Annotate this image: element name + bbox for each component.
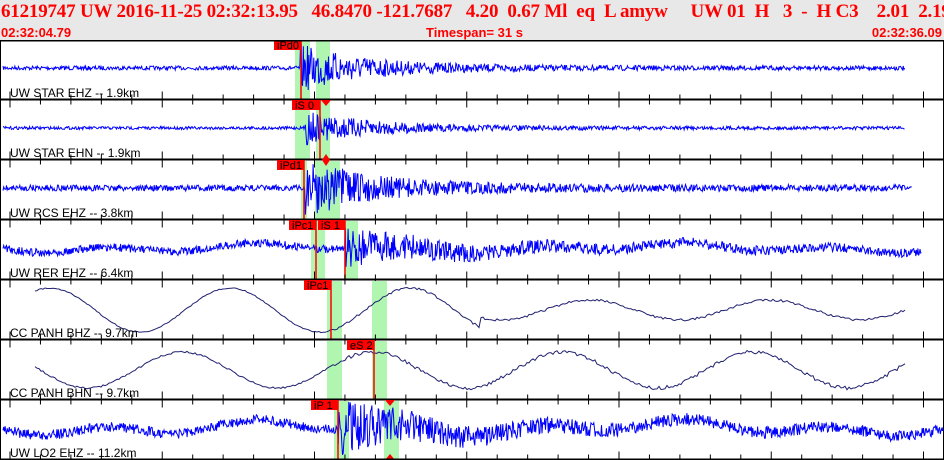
pick-label[interactable] (277, 160, 304, 170)
channel-label: UW RER EHZ -- 6.4km (10, 266, 133, 280)
channel-label: UW STAR EHN -- 1.9km (10, 146, 140, 160)
pick-label[interactable] (292, 100, 320, 110)
pick-window (316, 41, 330, 100)
pick-label[interactable] (289, 220, 316, 230)
pick-phase: eS 2 (350, 340, 373, 352)
event-header: 61219747 UW 2016-11-25 02:32:13.95 46.84… (0, 0, 944, 40)
pick-label[interactable] (311, 400, 338, 410)
timespan: Timespan= 31 s (426, 25, 523, 40)
seismogram-panels[interactable]: iPd0 UW STAR EHZ -- 1.9km iS 0 UW STAR EHN … (0, 40, 944, 460)
channel-panel[interactable]: iPc1 CC PANH BHZ -- 9.7km (0, 280, 944, 348)
pick-phase: iP 1 (314, 400, 333, 412)
pick-label[interactable] (318, 220, 345, 230)
pick-phase: iPc1 (307, 280, 328, 292)
pick-window (295, 101, 310, 160)
pick-phase: iPc1 (292, 220, 313, 232)
waveform-trace (2, 112, 905, 146)
waveform-trace (2, 227, 922, 267)
channel-panel[interactable]: iPc1 iS 1 UW RER EHZ -- 6.4km (0, 220, 944, 288)
amplitude-marker-icon (322, 154, 330, 166)
channel-panel[interactable]: iPd0 UW STAR EHZ -- 1.9km (0, 40, 944, 108)
start-time: 02:32:04.79 (1, 25, 72, 40)
event-summary: 61219747 UW 2016-11-25 02:32:13.95 46.84… (1, 1, 944, 22)
pick-window (311, 221, 325, 280)
pick-phase: iS 0 (295, 100, 314, 112)
pick-label[interactable] (347, 340, 374, 350)
amplitude-marker-icon (321, 100, 331, 106)
pick-label[interactable] (304, 280, 331, 290)
channel-panel[interactable]: iS 0 UW STAR EHN -- 1.9km (0, 100, 944, 168)
channel-label: UW RCS EHZ -- 3.8km (10, 206, 133, 220)
waveform-trace (2, 43, 906, 91)
pick-window (327, 341, 342, 400)
channel-panel[interactable]: iP 1 UW LO2 EHZ -- 11.2km (0, 400, 944, 460)
pick-phase: iS 1 (321, 220, 340, 232)
channel-panel[interactable]: eS 2 CC PANH BHN -- 9.7km (0, 340, 944, 408)
channel-label: CC PANH BHZ -- 9.7km (10, 326, 138, 340)
waveform-trace (34, 286, 906, 334)
waveform-trace (34, 349, 906, 391)
pick-phase: iPd0 (277, 40, 299, 52)
pick-label[interactable] (274, 40, 301, 50)
pick-window (372, 341, 387, 400)
pick-phase: iPd1 (280, 160, 302, 172)
waveform-trace (2, 401, 944, 455)
end-time: 02:32:36.09 (871, 25, 942, 40)
pick-window (372, 281, 387, 340)
amplitude-marker-icon (385, 400, 395, 406)
channel-label: UW LO2 EHZ -- 11.2km (10, 446, 136, 460)
channel-label: CC PANH BHN -- 9.7km (10, 386, 139, 400)
channel-label: UW STAR EHZ -- 1.9km (10, 86, 139, 100)
channel-panel[interactable]: iPd1 UW RCS EHZ -- 3.8km (0, 154, 944, 228)
waveform-trace (2, 164, 912, 215)
